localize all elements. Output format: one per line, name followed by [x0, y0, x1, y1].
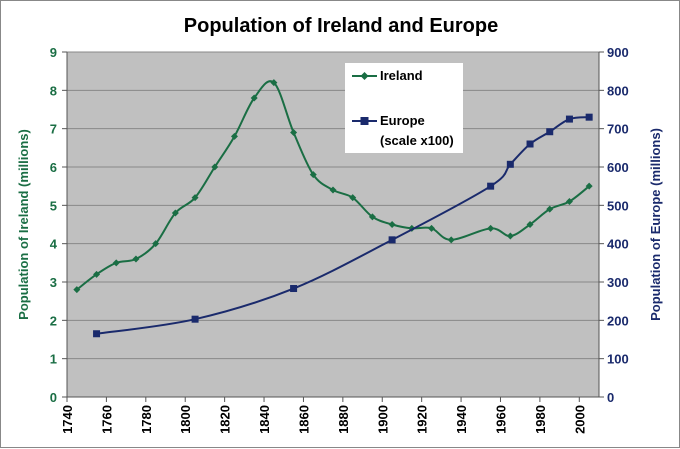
data-point-europe [585, 113, 593, 121]
legend: Ireland Europe (scale x100) [345, 63, 463, 153]
x-tick-label: 1920 [415, 405, 430, 434]
data-point-ireland [368, 213, 376, 221]
series-layer [73, 79, 593, 338]
data-point-europe [487, 182, 495, 190]
x-tick-label: 1940 [454, 405, 469, 434]
y-tick-label-left: 2 [50, 313, 57, 328]
y-axis-label-left: Population of Ireland (millions) [16, 129, 31, 320]
chart-title: Population of Ireland and Europe [184, 15, 498, 37]
x-tick-label: 1900 [375, 405, 390, 434]
axes: 0 1 2 3 4 5 6 7 8 9 0 100 200 300 400 500 600 700 800 900 17… [50, 45, 629, 434]
data-point-ireland [152, 240, 160, 248]
data-point-ireland [526, 221, 534, 228]
legend-marker-ireland [360, 72, 369, 80]
x-tick-label: 1820 [218, 405, 233, 434]
data-point-ireland [93, 270, 101, 278]
y-tick-label-left: 9 [50, 45, 57, 60]
data-point-ireland [388, 221, 396, 228]
data-point-ireland [447, 236, 455, 244]
data-point-europe [565, 115, 573, 123]
y-axis-label-right: Population of Europe (millions) [648, 128, 663, 321]
data-point-ireland [487, 224, 495, 232]
data-point-europe [191, 315, 199, 323]
data-point-ireland [309, 171, 317, 179]
y-tick-label-right: 300 [607, 275, 629, 290]
plot-area [67, 52, 599, 397]
y-tick-label-right: 500 [607, 198, 629, 213]
y-tick-label-right: 0 [607, 390, 614, 405]
legend-label-ireland: Ireland [380, 68, 423, 83]
y-tick-label-right: 400 [607, 237, 629, 252]
legend-marker-europe [360, 117, 369, 125]
y-tick-label-left: 6 [50, 160, 57, 175]
x-tick-label: 2000 [572, 405, 587, 434]
y-tick-label-right: 700 [607, 122, 629, 137]
data-point-ireland [132, 255, 140, 263]
legend-label-europe: Europe [380, 113, 425, 128]
data-point-europe [290, 285, 298, 293]
y-tick-label-left: 8 [50, 83, 57, 98]
y-tick-label-right: 100 [607, 352, 629, 367]
data-point-ireland [546, 205, 554, 213]
y-tick-label-left: 0 [50, 390, 57, 405]
x-tick-label: 1880 [336, 405, 351, 434]
x-tick-label: 1840 [257, 405, 272, 434]
x-tick-label: 1760 [99, 405, 114, 434]
y-tick-label-left: 1 [50, 352, 57, 367]
data-point-ireland [290, 129, 298, 136]
data-point-ireland [329, 186, 337, 194]
data-point-europe [506, 160, 514, 168]
y-tick-label-left: 5 [50, 198, 57, 213]
y-tick-label-left: 3 [50, 275, 57, 290]
x-tick-label: 1860 [296, 405, 311, 434]
data-point-ireland [171, 209, 179, 217]
y-tick-label-right: 900 [607, 45, 629, 60]
data-point-europe [526, 140, 534, 148]
x-tick-label: 1780 [139, 405, 154, 434]
data-point-ireland [250, 94, 258, 102]
data-point-europe [388, 236, 396, 244]
data-point-ireland [73, 286, 81, 294]
y-tick-label-right: 600 [607, 160, 629, 175]
data-point-ireland [506, 232, 514, 240]
x-tick-label: 1800 [178, 405, 193, 434]
legend-sublabel-europe: (scale x100) [380, 133, 454, 148]
data-point-ireland [565, 198, 573, 205]
y-tick-label-left: 4 [50, 237, 58, 252]
data-point-ireland [349, 194, 357, 202]
x-tick-label: 1960 [493, 405, 508, 434]
data-point-ireland [270, 79, 278, 87]
data-point-ireland [585, 182, 593, 190]
data-point-ireland [191, 194, 199, 202]
data-point-ireland [112, 259, 120, 267]
x-tick-label: 1980 [533, 405, 548, 434]
data-point-ireland [211, 163, 219, 171]
x-tick-label: 1740 [60, 405, 75, 434]
y-tick-label-right: 800 [607, 83, 629, 98]
y-tick-label-right: 200 [607, 313, 629, 328]
y-tick-label-left: 7 [50, 122, 57, 137]
data-point-europe [93, 330, 101, 338]
data-point-europe [546, 128, 554, 136]
data-point-ireland [428, 224, 436, 232]
data-point-ireland [230, 132, 238, 140]
